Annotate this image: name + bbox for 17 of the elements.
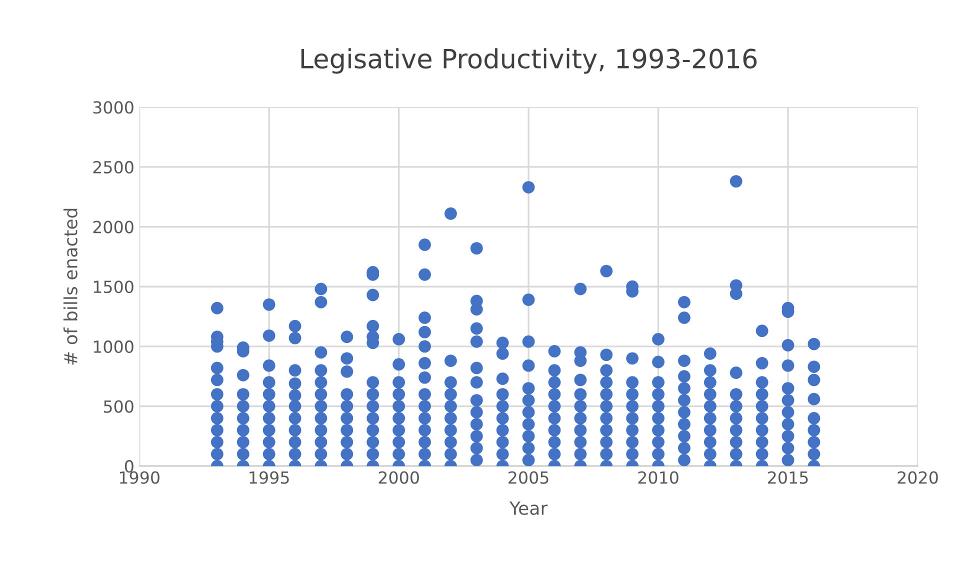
y-tick-label: 1500: [94, 280, 134, 294]
chart-title: Legisative Productivity, 1993-2016: [301, 48, 757, 74]
y-tick-label: 2500: [93, 160, 134, 174]
x-tick-label: 2000: [378, 471, 419, 484]
x-tick-label: 2020: [898, 471, 938, 484]
x-tick-label: 2010: [638, 471, 678, 484]
y-axis-title: # of bills enacted: [63, 208, 78, 365]
x-tick-label: 1995: [250, 471, 289, 484]
y-tick-label: 2000: [93, 220, 134, 234]
x-tick-label: 2005: [508, 471, 548, 484]
x-axis-title: Year: [509, 502, 548, 515]
y-tick-label: 0: [124, 460, 134, 473]
x-tick-label: 1990: [120, 471, 160, 484]
y-tick-label: 500: [104, 400, 134, 413]
y-tick-label: 3000: [93, 101, 134, 114]
y-tick-label: 1000: [94, 340, 134, 354]
x-tick-label: 2015: [768, 471, 808, 484]
